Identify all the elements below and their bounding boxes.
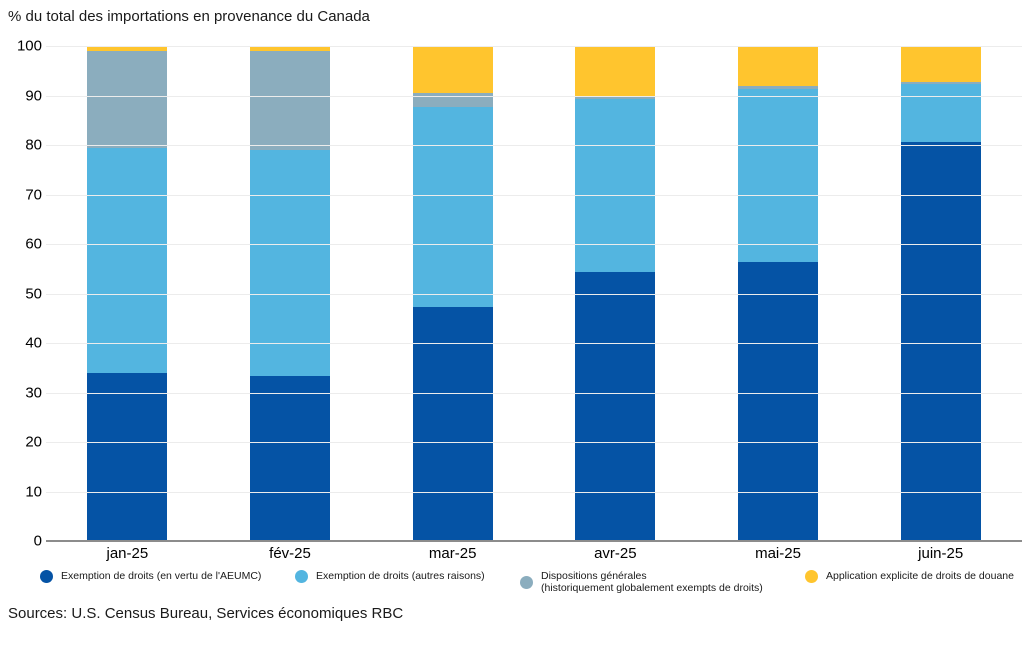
gridline-60	[46, 244, 1022, 245]
legend-label: Dispositions générales (historiquement gl…	[541, 570, 763, 595]
bar-segment	[575, 272, 656, 541]
legend-label-line2: (historiquement globalement exempts de d…	[541, 582, 763, 595]
stacked-bar-mai-25	[738, 46, 819, 541]
bar-segment	[575, 99, 656, 273]
x-tick-label-mar-25: mar-25	[428, 545, 477, 562]
bar-segment	[900, 84, 981, 142]
bar-segment	[575, 96, 656, 100]
legend-color-dot	[805, 570, 818, 583]
legend-color-dot	[40, 570, 53, 583]
x-tick-label-juin-25: juin-25	[918, 545, 964, 562]
legend-label: Exemption de droits (en vertu de l'AEUMC…	[61, 570, 262, 583]
y-tick-label-0: 0	[33, 532, 42, 550]
y-tick-label-40: 40	[25, 334, 42, 352]
y-tick-label-60: 60	[25, 235, 42, 253]
y-tick-label-50: 50	[25, 285, 42, 302]
x-axis-labels: jan-25 fév-25 mar-25 avr-25 mai-25 juin-25	[46, 545, 1022, 562]
stacked-bar-juin-25	[900, 46, 981, 541]
x-tick-label-jan-25: jan-25	[106, 545, 149, 562]
bar-segment	[250, 46, 330, 51]
bar-segment	[87, 46, 168, 51]
gridline-70	[46, 194, 1022, 196]
y-tick-label-100: 100	[16, 37, 42, 55]
gridline-40	[46, 343, 1022, 344]
bar-segment	[412, 46, 493, 93]
x-tick-label-fév-25: fév-25	[269, 545, 311, 562]
legend-item: Exemption de droits (en vertu de l'AEUMC…	[40, 570, 261, 583]
gridline-90	[46, 95, 1022, 97]
plot-area	[46, 46, 1022, 542]
legend-label: Exemption de droits (autres raisons)	[316, 570, 485, 583]
y-tick-label-90: 90	[25, 87, 42, 104]
x-axis-line	[46, 540, 1022, 542]
gridline-100	[46, 46, 1022, 47]
bar-cell-mai-25	[697, 46, 860, 541]
gridline-30	[46, 392, 1022, 394]
y-tick-label-80: 80	[25, 136, 42, 154]
stacked-bar-jan-25	[87, 46, 168, 541]
bar-segment	[738, 46, 819, 86]
x-tick-label-avr-25: avr-25	[594, 545, 637, 562]
y-tick-label-10: 10	[25, 483, 42, 500]
gridline-10	[46, 491, 1022, 493]
y-tick-label-70: 70	[25, 186, 42, 203]
bar-segment	[900, 81, 981, 85]
bar-segment	[900, 141, 981, 541]
sources-note: Sources: U.S. Census Bureau, Services éc…	[8, 605, 404, 622]
bar-cell-mar-25	[371, 46, 534, 541]
legend-color-dot	[295, 570, 308, 583]
gridline-50	[46, 293, 1022, 295]
bar-segment	[412, 306, 493, 541]
chart-title: % du total des importations en provenanc…	[8, 8, 370, 25]
bar-segment	[900, 46, 981, 82]
bar-segment	[575, 46, 656, 97]
bar-segment	[250, 50, 330, 150]
stacked-bar-fév-25	[250, 46, 330, 541]
legend: Exemption de droits (en vertu de l'AEUMC…	[0, 566, 1024, 600]
bar-cell-fév-25	[209, 46, 372, 541]
bar-segment	[250, 149, 330, 376]
bar-segment	[250, 375, 330, 541]
bar-segment	[87, 50, 168, 149]
y-tick-label-20: 20	[25, 433, 42, 451]
bar-segment	[412, 106, 493, 307]
legend-item: Application explicite de droits de douan…	[805, 570, 1014, 583]
legend-item: Dispositions générales (historiquement gl…	[520, 570, 763, 594]
legend-item: Exemption de droits (autres raisons)	[295, 570, 485, 583]
bar-segment	[738, 89, 819, 262]
stacked-bar-avr-25	[575, 46, 656, 541]
legend-label: Application explicite de droits de douan…	[826, 570, 1014, 583]
y-tick-label-30: 30	[25, 384, 42, 401]
bar-cell-jan-25	[46, 46, 209, 541]
x-tick-label-mai-25: mai-25	[755, 545, 801, 562]
bar-cell-avr-25	[534, 46, 697, 541]
bar-segment	[87, 148, 168, 373]
bar-segment	[738, 85, 819, 90]
bars-layer	[46, 46, 1022, 541]
bar-cell-juin-25	[859, 46, 1022, 541]
bar-segment	[87, 372, 168, 541]
gridline-20	[46, 442, 1022, 443]
gridline-80	[46, 145, 1022, 146]
stacked-bar-mar-25	[412, 46, 493, 541]
legend-color-dot	[520, 575, 533, 589]
bar-segment	[738, 261, 819, 541]
